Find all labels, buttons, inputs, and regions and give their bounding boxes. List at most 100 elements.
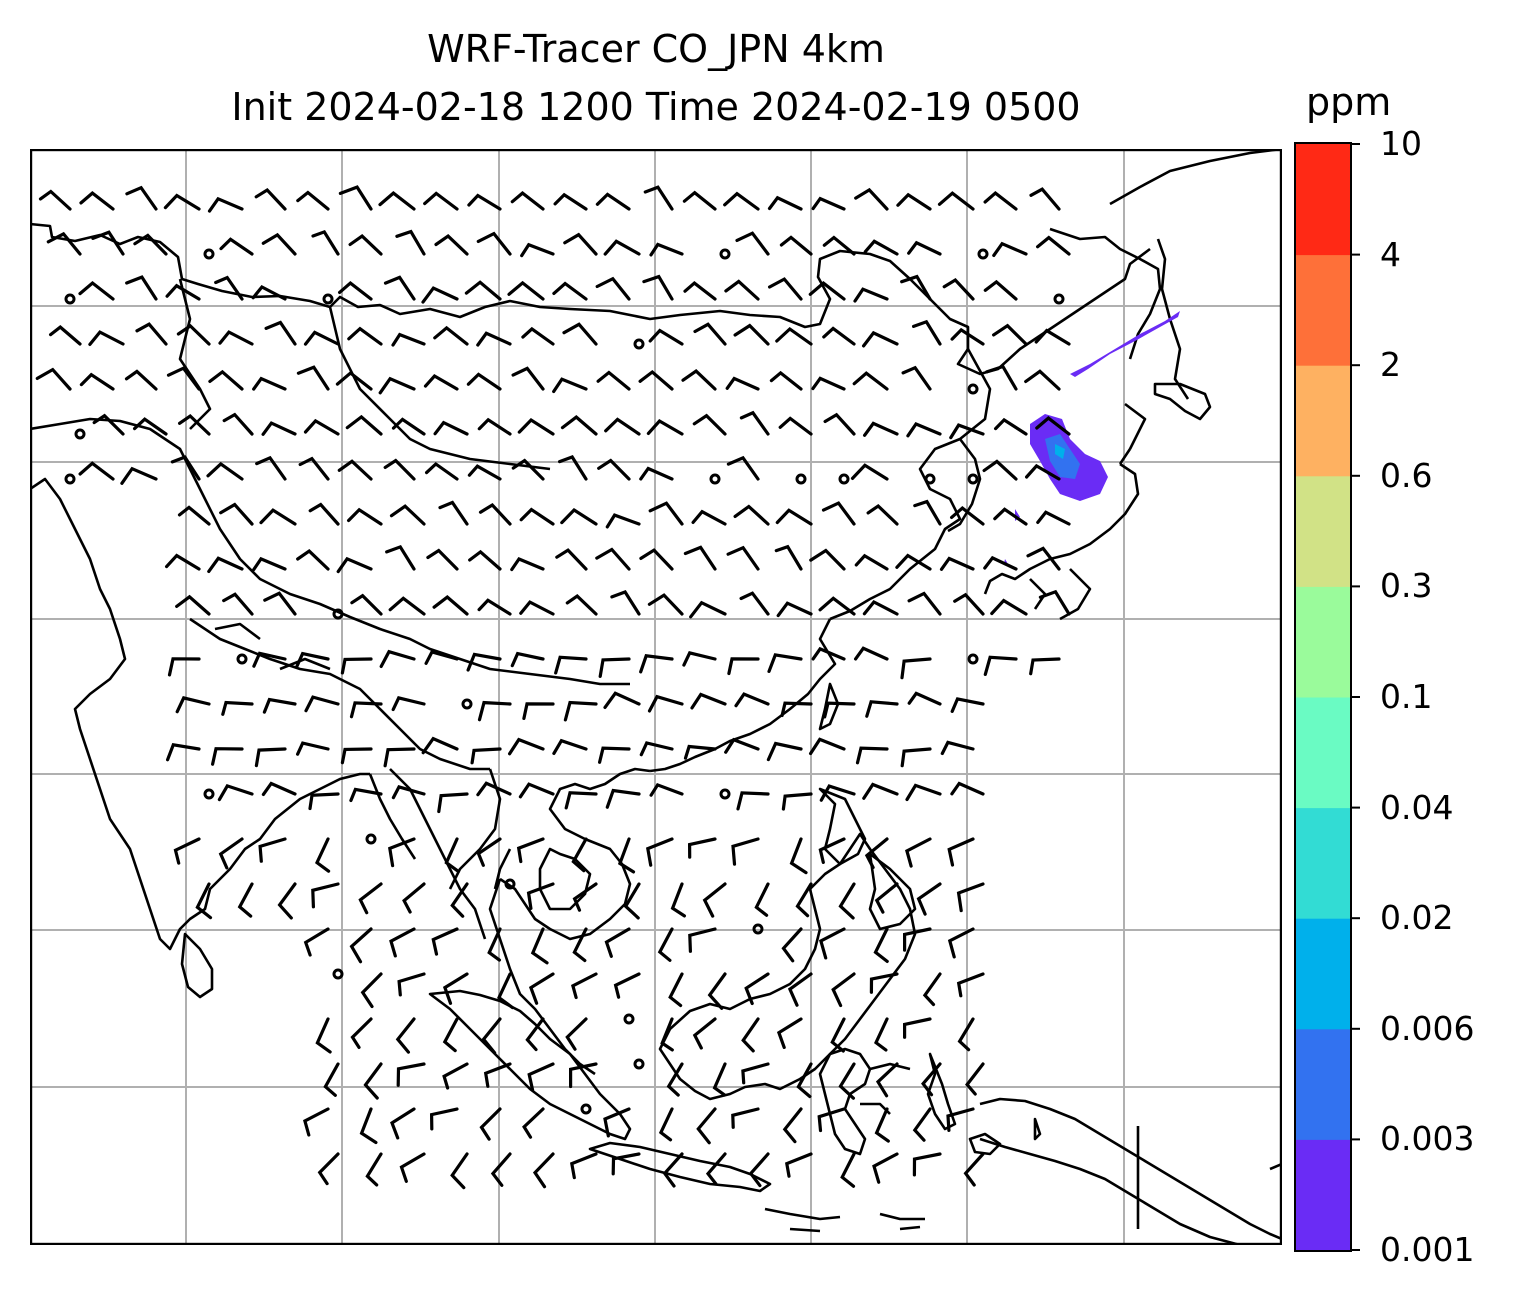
wind-barb — [222, 592, 254, 616]
calm-wind-marker — [64, 473, 76, 485]
wind-barb — [553, 192, 588, 211]
wind-barb — [727, 657, 760, 676]
wind-barb — [873, 927, 889, 963]
wind-barb — [467, 193, 502, 211]
wind-barb — [478, 502, 512, 526]
wind-barb — [605, 513, 641, 529]
wind-barb — [819, 784, 856, 802]
wind-barb — [818, 596, 856, 616]
wind-barb — [775, 326, 813, 346]
wind-barb — [347, 507, 383, 526]
wind-barb — [983, 555, 1018, 571]
wind-barb — [875, 1062, 899, 1098]
wind-barb — [258, 837, 287, 863]
wind-barb — [124, 369, 158, 391]
wind-barb — [522, 702, 555, 720]
wind-barb — [565, 594, 598, 616]
wind-barb — [450, 882, 469, 918]
calm-wind-marker — [838, 473, 850, 485]
wind-barb — [993, 507, 1028, 526]
wind-barb — [336, 556, 373, 574]
wind-barb — [1036, 235, 1071, 256]
colorbar-segment — [1296, 144, 1350, 256]
wind-barb — [483, 1062, 512, 1088]
wind-barb — [712, 1062, 727, 1097]
wind-barb — [872, 1152, 899, 1184]
wind-barb — [166, 743, 201, 762]
wind-barb — [817, 1107, 846, 1133]
wind-barb — [990, 598, 1028, 616]
wind-barb — [421, 736, 459, 755]
wind-barb — [647, 593, 684, 616]
wind-barb — [639, 654, 674, 674]
wind-barb — [657, 927, 674, 962]
wind-barb — [605, 788, 641, 809]
wind-barb — [304, 695, 340, 713]
wind-barb — [736, 791, 770, 811]
wind-barb — [821, 501, 856, 526]
wind-barb — [519, 507, 555, 526]
wind-barb — [554, 655, 588, 675]
wind-barb — [383, 275, 416, 301]
wind-barb — [863, 421, 899, 437]
wind-barb — [170, 455, 201, 481]
wind-barb — [526, 882, 555, 910]
wind-barb — [167, 657, 201, 677]
wind-barb — [726, 455, 760, 481]
wind-barb — [617, 837, 636, 874]
wind-barb — [530, 927, 549, 965]
wind-barb — [994, 417, 1028, 436]
wind-barb — [390, 1107, 416, 1140]
wind-barb — [705, 1152, 727, 1186]
wind-barb — [603, 239, 641, 256]
wind-barb — [766, 741, 803, 762]
wind-barb — [571, 837, 588, 873]
wind-barb — [874, 882, 899, 914]
wind-barb — [603, 691, 641, 709]
wind-barb — [165, 553, 201, 571]
wind-barb — [862, 599, 899, 616]
wind-barb — [809, 737, 846, 756]
wind-barb — [365, 1152, 383, 1187]
wind-barb — [207, 196, 244, 213]
wind-barb — [252, 376, 287, 391]
wind-barb — [687, 837, 717, 859]
wind-barb — [487, 927, 502, 962]
wind-barb — [796, 1062, 813, 1099]
wind-barb — [433, 325, 469, 346]
wind-barb — [854, 646, 889, 661]
wind-barb — [507, 280, 545, 301]
calm-wind-marker — [633, 338, 645, 350]
calm-wind-marker — [580, 1103, 592, 1115]
wind-barb — [731, 1107, 760, 1129]
wind-barb — [296, 741, 330, 756]
wind-barb — [360, 972, 383, 1009]
wind-barb — [767, 653, 803, 673]
wind-barb — [744, 972, 770, 1006]
wind-barb — [91, 230, 125, 256]
wind-barb — [823, 412, 856, 436]
wind-barb — [175, 696, 211, 714]
colorbar-segment — [1296, 475, 1350, 587]
wind-barb — [905, 837, 932, 868]
wind-barb — [207, 556, 244, 573]
wind-barb — [682, 190, 717, 211]
wind-barb — [734, 692, 770, 708]
wind-barb — [838, 1062, 856, 1100]
wind-barb — [429, 1107, 459, 1131]
wind-barb — [552, 738, 588, 755]
wind-barb — [957, 1017, 975, 1052]
wind-barb — [303, 330, 340, 346]
wind-barb — [660, 1017, 674, 1052]
wind-barb — [525, 1017, 545, 1052]
wind-barb — [555, 548, 588, 571]
wind-barb — [696, 1107, 717, 1145]
wind-barb — [92, 413, 125, 436]
wind-barb — [358, 882, 383, 915]
wind-barb — [350, 593, 383, 616]
wind-barb — [662, 1152, 684, 1188]
wind-barb — [166, 366, 201, 391]
wind-barb — [965, 1062, 985, 1096]
wind-barb — [963, 1152, 985, 1187]
wind-barb — [79, 372, 115, 391]
